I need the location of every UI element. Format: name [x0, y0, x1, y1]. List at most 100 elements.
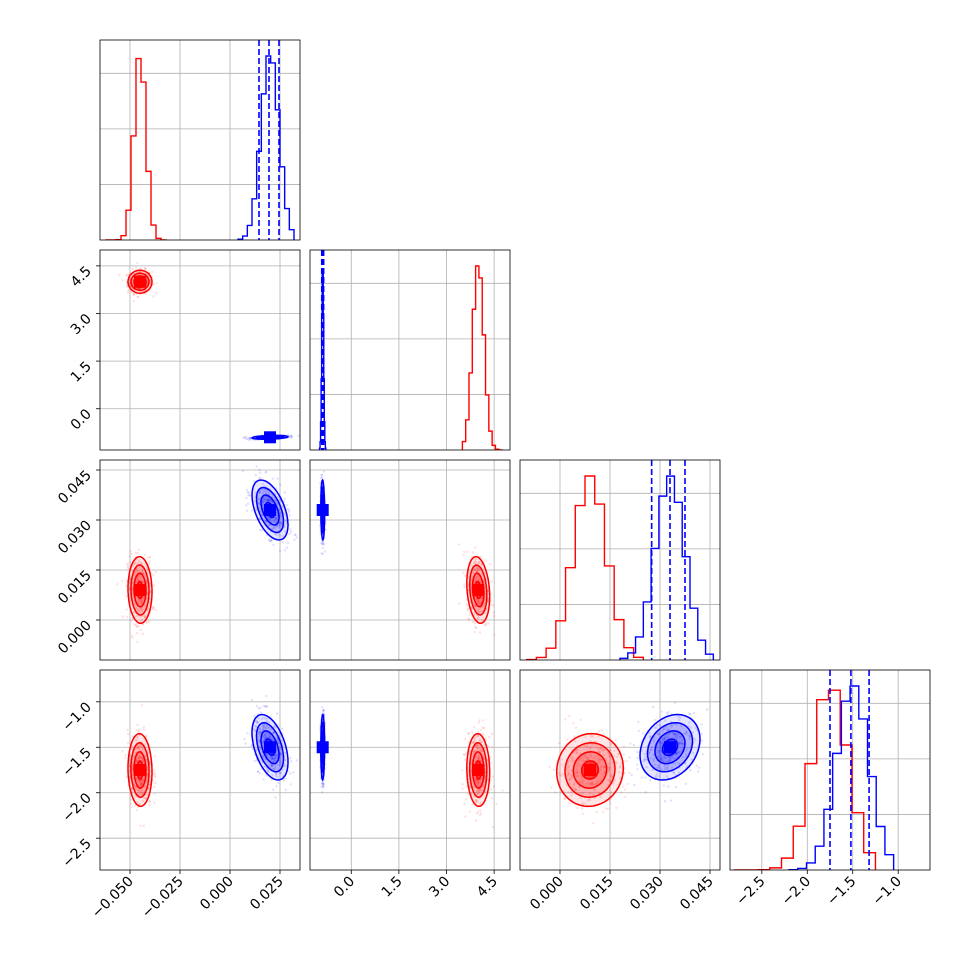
scatter-point	[263, 758, 266, 761]
scatter-point	[276, 477, 279, 480]
scatter-point	[669, 725, 672, 728]
scatter-point	[684, 749, 687, 752]
scatter-point	[654, 775, 658, 779]
scatter-point	[477, 611, 480, 614]
scatter-point	[147, 556, 150, 559]
scatter-point	[587, 758, 590, 761]
scatter-point	[472, 572, 475, 575]
scatter-point	[143, 605, 146, 608]
scatter-point	[245, 509, 249, 512]
scatter-point	[679, 735, 682, 739]
scatter-point	[473, 750, 476, 753]
scatter-point	[261, 492, 264, 495]
scatter-point	[474, 745, 478, 748]
scatter-point	[282, 779, 285, 782]
scatter-point	[608, 802, 612, 805]
scatter-point	[275, 753, 279, 756]
scatter-point	[138, 574, 141, 578]
scatter-point	[657, 749, 661, 752]
scatter-point	[700, 732, 703, 736]
scatter-point	[644, 758, 648, 761]
scatter-point	[488, 735, 491, 739]
scatter-point	[137, 598, 141, 601]
scatter-point	[248, 436, 252, 440]
scatter-point	[561, 763, 564, 766]
scatter-point	[130, 290, 133, 294]
scatter-point	[248, 494, 251, 497]
scatter-point	[490, 580, 494, 583]
scatter-point	[320, 782, 324, 785]
scatter-point	[673, 733, 677, 736]
scatter-point	[662, 737, 666, 740]
scatter-point	[652, 753, 655, 757]
scatter-point	[265, 491, 268, 494]
scatter-point	[272, 757, 275, 760]
scatter-point	[666, 785, 670, 788]
scatter-point	[697, 770, 700, 773]
histogram-step	[619, 475, 715, 660]
scatter-point	[655, 766, 658, 770]
scatter-point	[579, 781, 582, 784]
scatter-point	[566, 769, 569, 772]
scatter-point	[475, 608, 478, 611]
scatter-point	[144, 574, 147, 578]
scatter-point	[571, 759, 574, 763]
scatter-point	[589, 740, 592, 743]
scatter-point	[139, 620, 142, 623]
scatter-point	[614, 739, 617, 742]
scatter-point	[478, 616, 481, 619]
scatter-point	[667, 760, 671, 763]
scatter-point	[605, 759, 608, 762]
scatter-point	[149, 769, 152, 773]
scatter-point	[675, 737, 679, 740]
scatter-point	[131, 636, 134, 639]
scatter-point	[138, 598, 142, 601]
scatter-point	[607, 779, 610, 782]
scatter-point	[289, 757, 292, 760]
scatter-point	[141, 568, 145, 571]
scatter-point	[268, 539, 272, 543]
scatter-point	[278, 759, 282, 763]
scatter-point	[618, 765, 622, 768]
scatter-point	[153, 785, 156, 789]
scatter-point	[129, 550, 132, 553]
scatter-point	[478, 568, 481, 571]
scatter-point	[243, 737, 246, 741]
scatter-point	[154, 775, 157, 779]
scatter-point	[581, 801, 584, 804]
scatter-point	[610, 742, 613, 745]
scatter-point	[484, 592, 487, 596]
scatter-point	[597, 735, 600, 738]
scatter-point	[591, 743, 594, 746]
scatter-point	[676, 734, 680, 737]
scatter-point	[608, 754, 611, 758]
scatter-point	[465, 785, 468, 788]
scatter-point	[656, 749, 659, 752]
scatter-point	[677, 741, 680, 744]
scatter-point	[668, 728, 671, 731]
scatter-point	[267, 491, 271, 494]
scatter-point	[285, 546, 289, 549]
scatter-point	[261, 754, 265, 757]
scatter-point	[136, 607, 139, 611]
scatter-point	[269, 765, 272, 769]
scatter-point	[661, 760, 664, 763]
scatter-point	[259, 759, 262, 762]
scatter-point	[145, 781, 148, 784]
x-tick-label: 0.015	[577, 874, 617, 914]
scatter-point	[600, 728, 604, 732]
scatter-point	[265, 724, 268, 727]
scatter-point	[477, 601, 480, 604]
scatter-point	[584, 735, 587, 738]
scatter-point	[561, 773, 564, 776]
scatter-point	[261, 740, 265, 744]
scatter-point	[476, 570, 479, 573]
scatter-point	[602, 748, 605, 752]
scatter-point	[475, 799, 478, 803]
scatter-point	[659, 743, 662, 746]
scatter-point	[476, 746, 480, 750]
scatter-point	[135, 809, 139, 812]
scatter-point	[660, 740, 664, 743]
scatter-point	[680, 742, 683, 745]
scatter-point	[136, 261, 139, 265]
